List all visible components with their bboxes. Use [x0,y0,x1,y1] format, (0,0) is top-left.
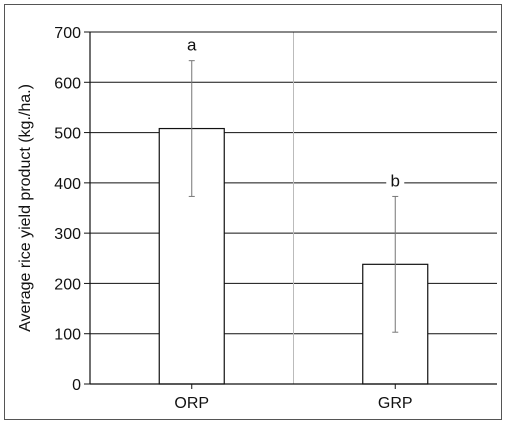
y-tick-label: 0 [72,377,81,394]
y-tick-label: 700 [54,25,81,42]
x-tick-label: ORP [174,395,209,412]
y-tick-label: 100 [54,327,81,344]
gridlines [90,31,497,384]
y-tick-label: 600 [54,75,81,92]
y-tick-label: 300 [54,226,81,243]
labels: 0 100 200 300 400 500 600 700 a ORP b GRP [54,25,412,412]
sig-label-bg [386,172,405,191]
sig-label-bg [182,36,201,55]
y-tick-label: 400 [54,176,81,193]
y-axis-title: Average rice yield product (kg./ha.) [17,84,34,332]
x-tick-label: GRP [378,395,413,412]
error-bars [188,60,399,333]
significance-label: a [187,36,197,55]
axes [84,31,497,389]
y-tick-label: 200 [54,276,81,293]
significance-label: b [391,171,400,190]
y-tick-label: 500 [54,126,81,143]
